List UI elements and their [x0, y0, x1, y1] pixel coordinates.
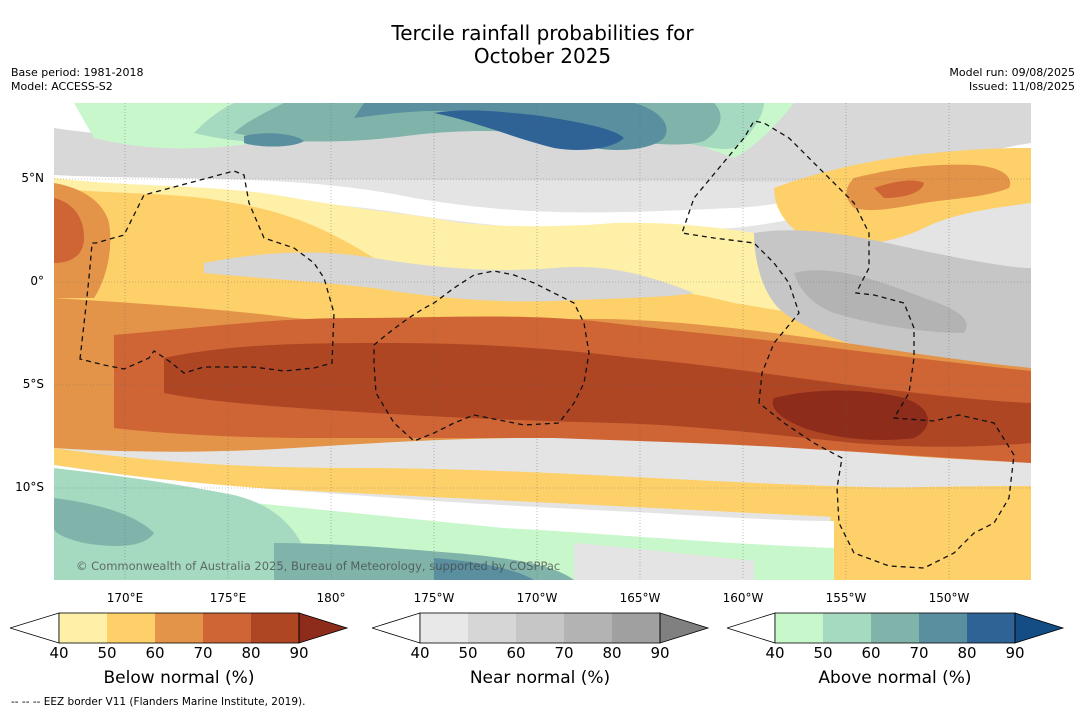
model-name: Model: ACCESS-S2: [11, 80, 113, 93]
colorbar-below-title: Below normal (%): [103, 668, 255, 688]
eez-footnote: -- -- -- EEZ border V11 (Flanders Marine…: [11, 696, 306, 708]
eez-border-tokelau: [373, 270, 590, 442]
eez-border-tuvalu: [79, 170, 335, 374]
colorbar-near-extend-left: [372, 612, 421, 644]
colorbar-below-extend-left: [10, 612, 60, 644]
map-grid: [54, 103, 1031, 580]
lat-label-5s: 5°S: [22, 377, 44, 391]
colorbar-above-title: Above normal (%): [818, 668, 972, 688]
above-normal-70-south: [434, 558, 534, 580]
model-run: Model run: 09/08/2025: [949, 66, 1075, 79]
above-normal-60-sw: [54, 498, 154, 546]
map-title: Tercile rainfall probabilities for Octob…: [0, 22, 1085, 68]
colorbar-above-tick-80: 80: [957, 644, 977, 662]
above-normal-50-sw: [54, 468, 314, 580]
rainfall-map: [54, 103, 1031, 580]
colorbar-below-tick-80: 80: [241, 644, 261, 662]
above-normal-80-north: [434, 110, 624, 150]
colorbar-below-swatch-4: [203, 613, 251, 643]
colorbar-near-frame: [419, 612, 661, 644]
colorbar-near-title: Near normal (%): [469, 668, 611, 688]
colorbar-near-normal: [372, 612, 710, 644]
base-period: Base period: 1981-2018: [11, 66, 144, 79]
lon-label-180: 180°: [316, 591, 346, 605]
colorbar-below-tick-90: 90: [289, 644, 309, 662]
colorbar-below-extend-right: [298, 612, 349, 644]
colorbar-near-tick-90: 90: [650, 644, 670, 662]
lat-label-0: 0°: [30, 274, 44, 288]
below-normal-90-patch: [772, 390, 928, 440]
lon-label-170e: 170°E: [106, 591, 144, 605]
colorbar-above-tick-90: 90: [1005, 644, 1025, 662]
title-line-2: October 2025: [473, 44, 612, 68]
colorbar-near-swatch-4: [564, 613, 612, 643]
colorbar-above-swatch-1: [775, 613, 823, 643]
lat-label-10s: 10°S: [15, 480, 44, 494]
colorbar-below-swatch-5: [251, 613, 299, 643]
meta-right: Model run: 09/08/2025 Issued: 11/08/2025: [949, 66, 1075, 94]
colorbar-near-swatch-1: [420, 613, 468, 643]
colorbar-above-tick-40: 40: [765, 644, 785, 662]
colorbar-near-extend-right: [659, 612, 710, 644]
colorbar-near-tick-70: 70: [554, 644, 574, 662]
above-normal-70-north-small: [244, 133, 304, 147]
colorbar-above-swatch-5: [967, 613, 1015, 643]
colorbar-above-frame: [774, 612, 1016, 644]
colorbar-below-tick-60: 60: [145, 644, 165, 662]
colorbar-above-tick-50: 50: [813, 644, 833, 662]
lon-label-170w: 170°W: [516, 591, 558, 605]
rainfall-map-svg: [54, 103, 1031, 580]
below-normal-70-west: [54, 198, 84, 263]
colorbar-above-normal: [727, 612, 1065, 644]
colorbar-above-tick-70: 70: [909, 644, 929, 662]
colorbar-near-tick-50: 50: [458, 644, 478, 662]
meta-left: Base period: 1981-2018 Model: ACCESS-S2: [11, 66, 143, 94]
below-normal-60-ne: [846, 164, 1011, 211]
colorbar-near-swatch-2: [468, 613, 516, 643]
below-normal-50-south: [54, 448, 1031, 520]
lon-label-175e: 175°E: [209, 591, 247, 605]
colorbar-near-swatch-5: [612, 613, 660, 643]
lon-label-155w: 155°W: [825, 591, 867, 605]
colorbar-below-normal: [10, 612, 349, 644]
colorbar-above-swatch-4: [919, 613, 967, 643]
lat-label-5n: 5°N: [21, 171, 44, 185]
copyright-notice: © Commonwealth of Australia 2025, Bureau…: [76, 559, 561, 573]
lon-label-175w: 175°W: [413, 591, 455, 605]
colorbar-above-swatch-2: [823, 613, 871, 643]
colorbar-near-tick-40: 40: [410, 644, 430, 662]
eez-borders: [79, 120, 1015, 569]
issued-date: Issued: 11/08/2025: [968, 80, 1075, 93]
colorbar-near-swatch-3: [516, 613, 564, 643]
below-normal-50-se: [830, 486, 1031, 580]
colorbar-near-tick-60: 60: [506, 644, 526, 662]
colorbar-below-tick-50: 50: [97, 644, 117, 662]
near-normal-70-east: [794, 270, 967, 333]
eez-border-cook-islands: [681, 120, 1015, 569]
colorbar-above-tick-60: 60: [861, 644, 881, 662]
lon-label-165w: 165°W: [619, 591, 661, 605]
colorbar-below-swatch-3: [155, 613, 203, 643]
colorbar-below-swatch-1: [59, 613, 107, 643]
near-normal-50-central: [204, 252, 694, 302]
colorbar-below-frame: [58, 612, 300, 644]
near-normal-40-south: [574, 543, 754, 580]
lon-label-160w: 160°W: [722, 591, 764, 605]
colorbar-above-extend-right: [1014, 612, 1065, 644]
title-line-1: Tercile rainfall probabilities for: [391, 21, 694, 45]
colorbar-below-swatch-2: [107, 613, 155, 643]
colorbar-below-tick-70: 70: [193, 644, 213, 662]
below-normal-70-ne: [874, 180, 924, 198]
lon-label-150w: 150°W: [928, 591, 970, 605]
colorbar-below-tick-40: 40: [49, 644, 69, 662]
colorbar-above-swatch-3: [871, 613, 919, 643]
colorbar-near-tick-80: 80: [602, 644, 622, 662]
colorbar-above-extend-left: [727, 612, 776, 644]
